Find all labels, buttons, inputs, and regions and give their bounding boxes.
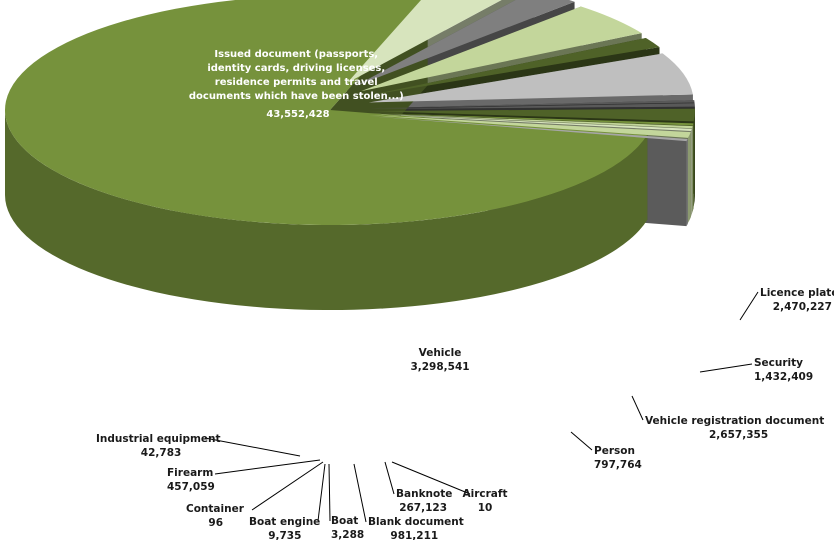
slice-banknote-top xyxy=(369,103,695,109)
label-banknote: Banknote 267,123 xyxy=(396,488,452,514)
slice-firearm-top xyxy=(369,115,691,138)
slice-boat-top xyxy=(369,112,694,126)
slice-boat-engine-wall-0 xyxy=(692,126,693,214)
label-boat-engine: Boat engine 9,735 xyxy=(249,516,320,540)
leader-aircraft xyxy=(391,461,471,495)
slice-firearm-wall-0 xyxy=(687,132,691,223)
leader-industrial-equipment xyxy=(204,437,301,457)
leader-blank-document xyxy=(353,463,367,523)
slice-boat-engine-top xyxy=(369,113,693,129)
slice-person-top xyxy=(365,37,660,97)
slice-licence-plate-top xyxy=(347,0,502,83)
leader-container xyxy=(251,461,324,511)
slice-industrial-equipment-top xyxy=(369,116,688,142)
slice-boat-wall-0 xyxy=(692,123,694,211)
leader-security xyxy=(699,363,753,373)
slice-vehicle-registration-document-top xyxy=(361,6,642,92)
slice-blank-document-top xyxy=(369,108,695,122)
slice-industrial-equipment-wall-0 xyxy=(686,138,688,227)
label-person: Person 797,764 xyxy=(594,445,642,471)
label-boat: Boat 3,288 xyxy=(331,515,364,540)
leader-licence-plate xyxy=(739,291,759,321)
slice-labels: Issued document (passports, identity car… xyxy=(96,49,834,540)
slice-blank-document-wall-0 xyxy=(693,111,695,207)
leader-vehicle-registration-document xyxy=(631,395,644,421)
slice-vehicle-top xyxy=(368,53,693,103)
slice-issued-document-wall-0 xyxy=(5,110,648,311)
label-industrial-equipment: Industrial equipment 42,783 xyxy=(96,433,221,459)
slice-security-top xyxy=(354,0,575,87)
slice-issued-document-top xyxy=(5,0,648,225)
label-blank-document: Blank document 981,211 xyxy=(368,516,464,540)
slice-container-wall-0 xyxy=(691,128,692,217)
label-vehicle-registration-document: Vehicle registration document 2,657,355 xyxy=(645,415,824,441)
label-licence-plate: Licence plate 2,470,227 xyxy=(760,287,834,313)
leader-lines xyxy=(204,291,759,523)
label-container: Container 96 xyxy=(186,503,245,529)
leader-boat-engine xyxy=(317,463,326,522)
label-aircraft: Aircraft 10 xyxy=(463,488,508,514)
leader-firearm xyxy=(214,459,321,475)
leader-banknote xyxy=(384,461,395,495)
slice-container-top xyxy=(369,114,692,132)
label-security: Security 1,432,409 xyxy=(754,357,813,383)
leader-boat xyxy=(328,463,331,522)
label-issued-document: Issued document (passports, identity car… xyxy=(189,49,407,120)
slice-aircraft-top xyxy=(369,100,695,109)
label-firearm: Firearm 457,059 xyxy=(167,467,215,493)
slice-tops xyxy=(5,0,695,225)
label-vehicle: Vehicle 3,298,541 xyxy=(410,347,469,373)
leader-person xyxy=(570,431,593,451)
